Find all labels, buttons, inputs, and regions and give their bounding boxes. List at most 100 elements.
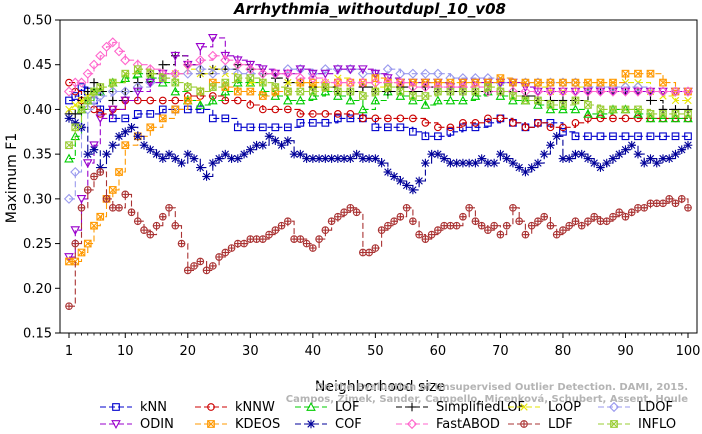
data-point-lof [533,99,543,109]
data-point-odin [295,65,306,75]
data-point-cof [214,154,224,163]
data-point-lof [670,113,681,123]
data-point-knnw [233,96,242,105]
data-point-cof [508,158,518,168]
data-point-cof [677,145,687,154]
data-point-ldof [407,68,418,79]
legend-item-cof: COF [295,417,362,432]
data-point-ldf [171,221,180,230]
data-point-kdeos [183,96,192,105]
data-point-knn [384,123,392,132]
data-point-cof [583,154,593,163]
data-point-cof [633,149,643,159]
legend-item-kdeos: KDEOS [195,417,280,432]
data-point-cof [133,131,143,141]
data-point-knn [671,132,680,141]
data-point-odin [207,34,218,43]
data-point-inflo [384,83,392,91]
data-point-ldf [502,221,511,230]
data-point-odin [232,56,243,66]
data-point-ldf [484,226,492,235]
data-point-odin [82,159,93,169]
data-point-fastabod [307,73,318,84]
data-point-cof [120,127,130,137]
data-point-fastabod [420,81,431,93]
data-point-knn [258,123,267,132]
data-point-ldf [490,221,499,230]
data-point-odin [245,60,256,70]
legend: kNN kNNW LOF SimplifiedLOF LoOP LDOF ODIN KDEOS… [100,400,676,432]
data-point-loop [65,105,73,114]
data-point-cof [614,149,624,159]
data-point-cof [521,167,530,177]
series-fastabod [63,37,694,97]
data-point-loop [71,101,79,109]
data-point-ldf [546,221,555,230]
data-point-ldf [384,221,392,230]
data-point-ldof [207,68,218,79]
data-point-knn [596,132,605,141]
data-point-simplifiedlof [671,105,680,114]
data-point-ldf [133,217,142,226]
data-point-ldf [390,217,398,226]
data-point-knn [409,127,417,136]
data-point-fastabod [207,50,218,61]
data-point-cof [233,154,243,163]
data-point-cof [414,176,424,186]
data-point-ldf [415,230,423,239]
data-point-inflo [459,87,467,96]
data-point-ldof [182,68,193,79]
y-tick-label: 0.15 [23,327,52,342]
data-point-ldf [346,203,355,212]
data-point-knnw [509,118,517,127]
data-point-cof [64,114,74,123]
data-point-odin [120,96,131,106]
data-point-ldf [584,217,592,226]
data-point-fastabod [357,77,368,88]
data-point-kdeos [158,114,167,123]
data-point-ldof [320,64,331,75]
data-point-knn [283,123,292,132]
data-point-ldf [640,203,649,212]
data-point-fastabod [370,77,381,88]
data-point-lof [283,95,293,105]
data-point-cof [471,158,480,168]
data-point-fastabod [63,86,75,97]
data-point-simplifiedlof [646,96,655,105]
data-point-fastabod [632,86,644,97]
watermark-line: On the Evaluation of Unsupervised Outlie… [315,382,688,393]
data-point-ldf [371,244,380,252]
data-point-ldof [63,193,75,204]
data-point-cof [671,149,680,159]
data-point-knn [158,105,167,114]
data-point-knn [584,132,592,141]
data-point-fastabod [120,55,131,66]
data-point-ldf [308,244,317,252]
data-point-cof [402,181,411,190]
data-point-odin [64,253,74,263]
data-point-loop [671,96,680,105]
data-point-fastabod [113,46,125,57]
data-point-ldf [627,208,636,217]
data-point-knnw [283,105,292,114]
data-point-ldf [196,257,205,266]
legend-marker-kdeos [207,420,215,428]
data-point-cof [496,149,505,159]
data-point-knnw [346,110,355,118]
data-point-cof [389,172,399,181]
data-point-inflo [271,83,280,91]
data-point-inflo [133,65,142,74]
legend-label-cof: COF [335,417,362,432]
data-point-cof [177,158,186,168]
data-point-inflo [659,110,667,118]
data-point-knnw [546,123,555,132]
data-point-kdeos [496,74,505,82]
data-point-fastabod [295,73,306,84]
data-point-fastabod [195,55,206,66]
data-point-ldf [402,203,411,212]
x-tick-label: 10 [117,344,134,359]
data-point-ldf [246,235,255,243]
data-point-ldf [465,203,474,212]
series-line-ldf [69,171,689,307]
data-point-ldof [120,86,131,97]
